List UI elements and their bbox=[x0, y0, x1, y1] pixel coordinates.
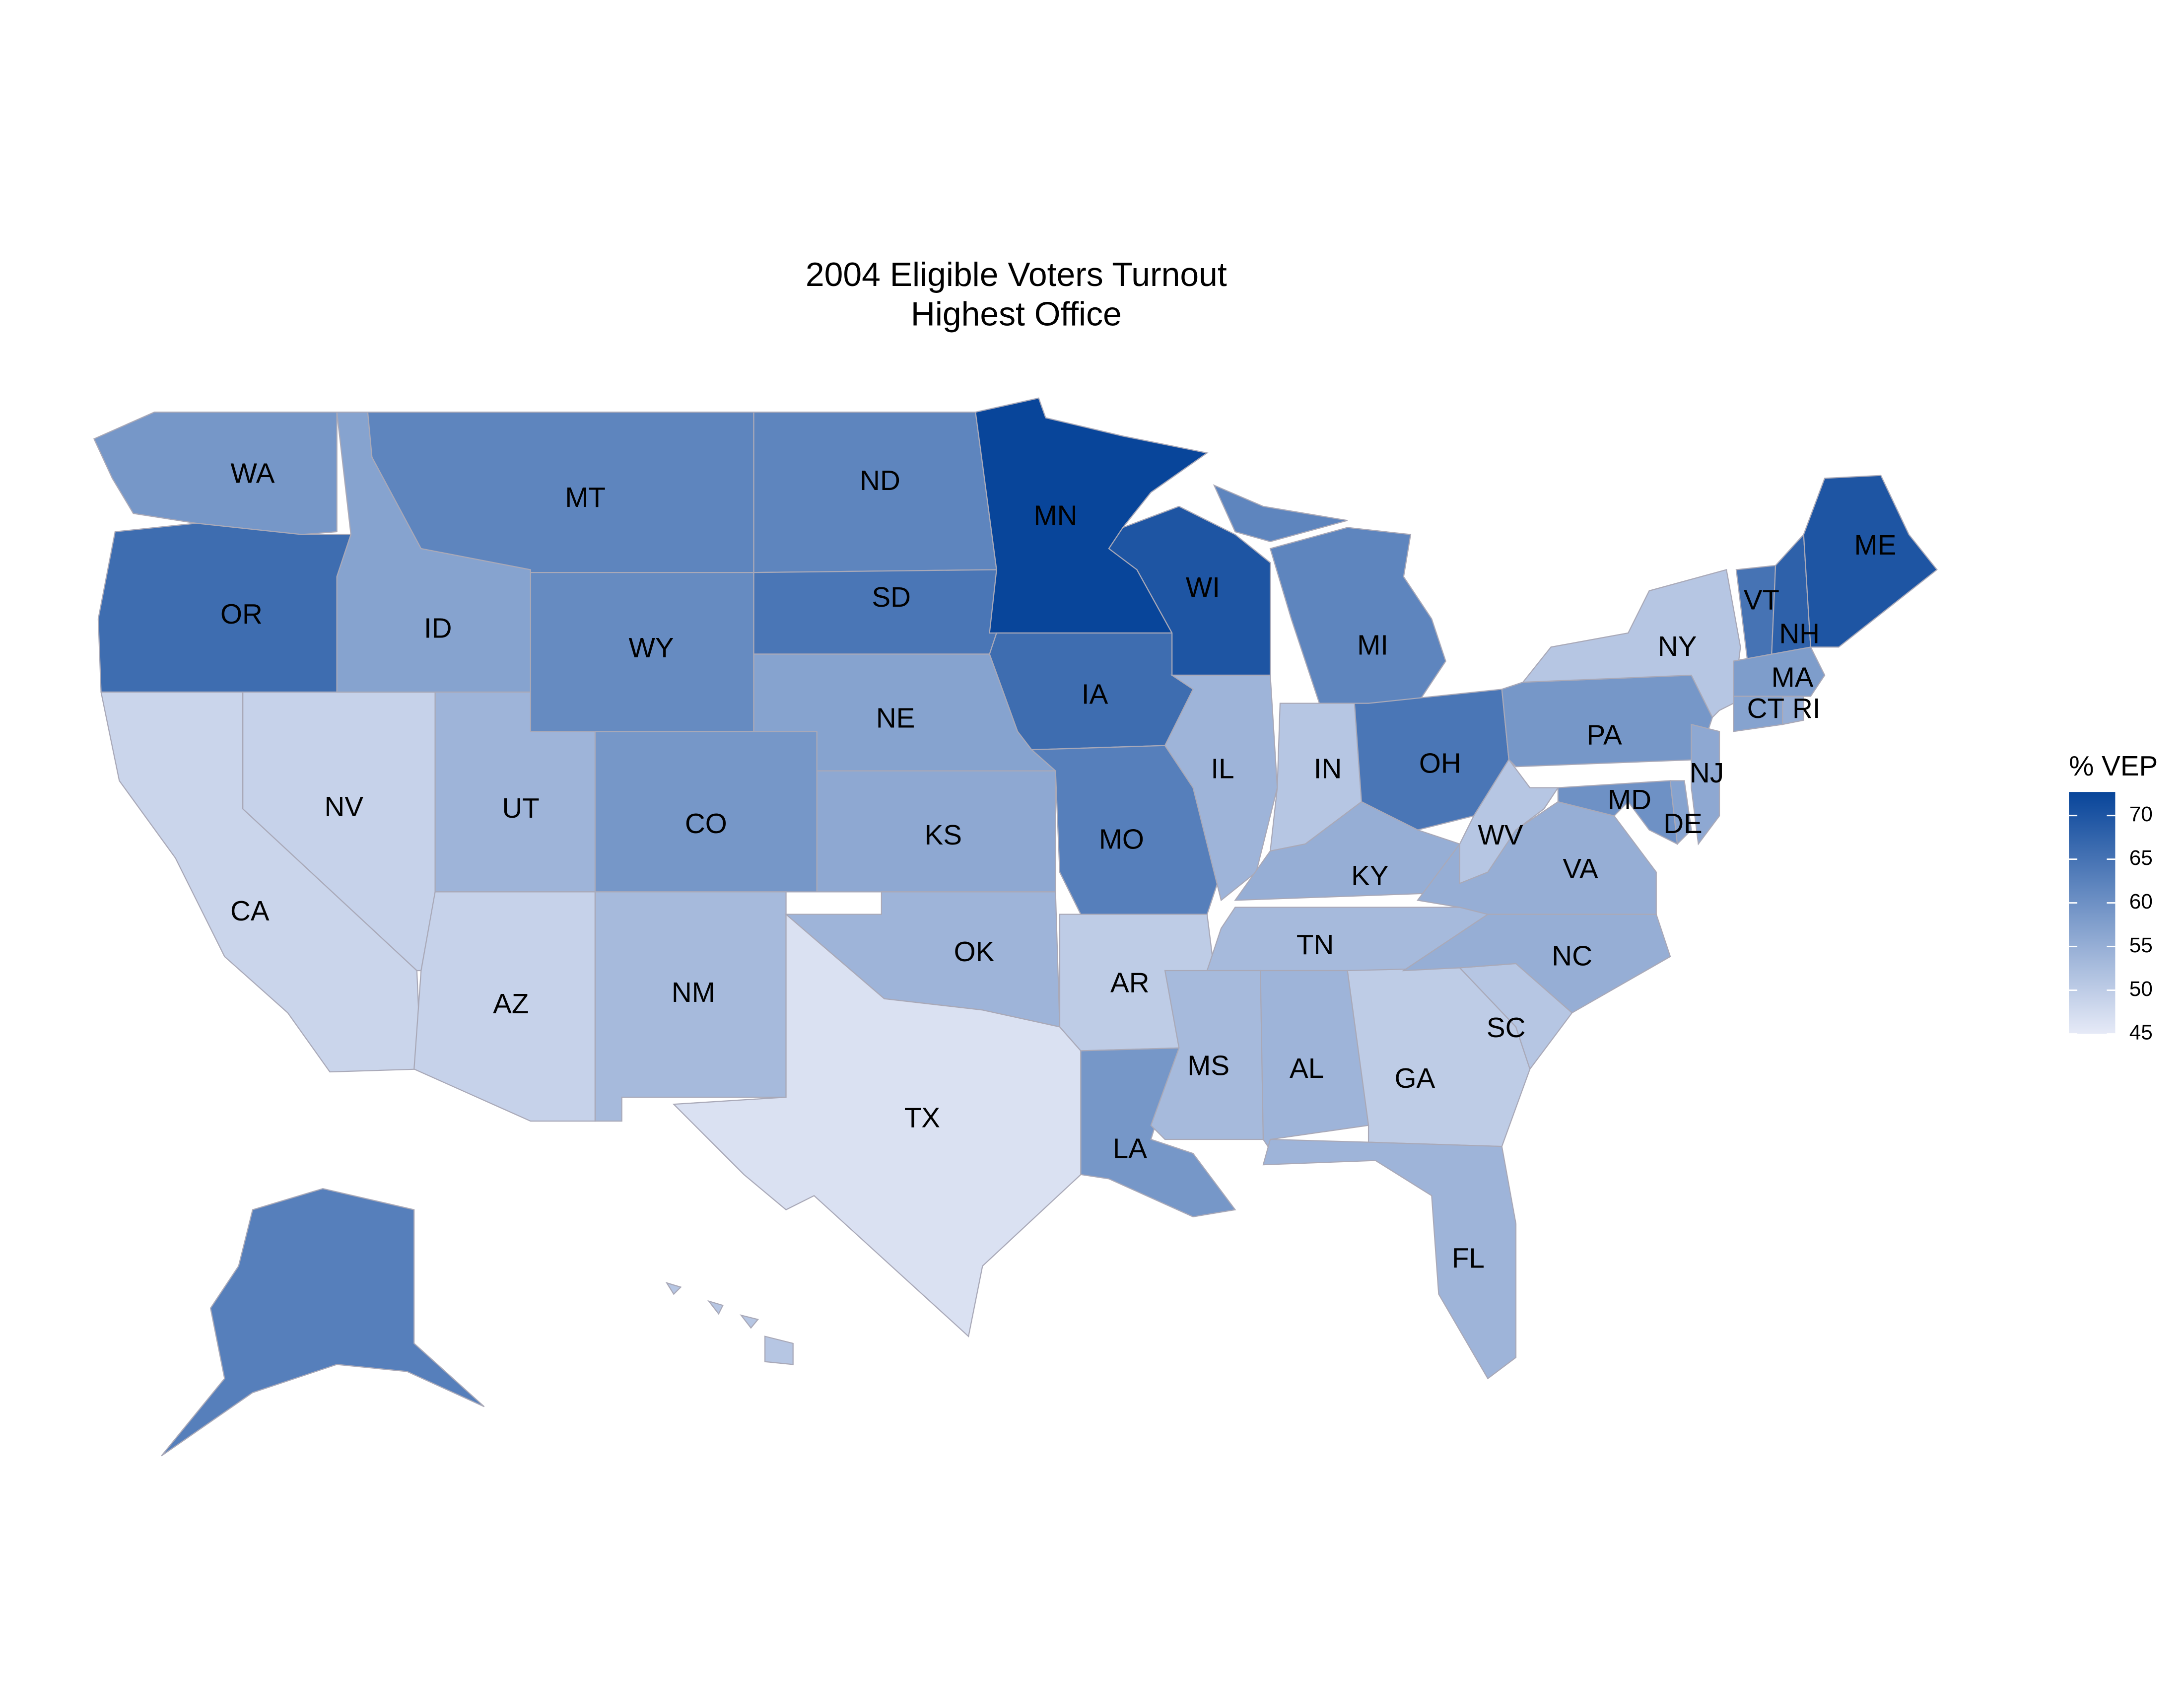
state-label: MI bbox=[1357, 629, 1388, 660]
map-title: 2004 Eligible Voters Turnout bbox=[806, 256, 1227, 293]
state-label: GA bbox=[1395, 1062, 1435, 1094]
state bbox=[1521, 569, 1741, 718]
state bbox=[1262, 1138, 1517, 1380]
state-label: NH bbox=[1779, 618, 1820, 649]
state-label: TN bbox=[1297, 929, 1334, 960]
state-label: VT bbox=[1744, 584, 1779, 616]
colorbar-tick-label: 60 bbox=[2129, 890, 2153, 913]
state bbox=[665, 1282, 794, 1365]
state-label: KS bbox=[925, 819, 962, 850]
legend-title: % VEP bbox=[2069, 750, 2158, 781]
state-label: PA bbox=[1587, 719, 1622, 751]
states bbox=[93, 397, 1938, 1457]
state-label: RI bbox=[1792, 693, 1821, 724]
state-label: UT bbox=[502, 792, 539, 824]
state-label: WA bbox=[230, 458, 274, 489]
state-label: IN bbox=[1314, 753, 1342, 784]
map-subtitle: Highest Office bbox=[911, 295, 1122, 333]
state-label: MT bbox=[565, 482, 606, 513]
state-label: KY bbox=[1351, 860, 1388, 891]
colorbar-tick-label: 50 bbox=[2129, 977, 2153, 1000]
state-label: TX bbox=[904, 1102, 940, 1133]
state-labels: WA OR CA NV ID MT WY UT AZ CO NM ND SD NE KS OK TX MN IA MO… bbox=[220, 458, 1896, 1274]
state-label: CO bbox=[685, 808, 727, 839]
state-label: NV bbox=[325, 791, 364, 822]
state-label: NE bbox=[876, 703, 915, 734]
state bbox=[1782, 696, 1804, 725]
state-label: CT bbox=[1747, 693, 1784, 724]
colorbar-tick-label: 65 bbox=[2129, 846, 2153, 869]
state-label: AZ bbox=[493, 988, 529, 1019]
state bbox=[161, 1188, 485, 1457]
state-label: OR bbox=[220, 598, 263, 630]
state bbox=[1459, 758, 1559, 885]
state-label: IL bbox=[1211, 753, 1234, 784]
state bbox=[1164, 674, 1278, 902]
colorbar bbox=[2069, 792, 2116, 1034]
state-label: NJ bbox=[1690, 757, 1724, 788]
state-label: MS bbox=[1187, 1050, 1229, 1081]
state-label: MO bbox=[1099, 823, 1144, 854]
state-label: CA bbox=[230, 895, 270, 926]
state-label: NC bbox=[1552, 940, 1592, 971]
colorbar-tick-label: 45 bbox=[2129, 1021, 2153, 1044]
state-label: MD bbox=[1608, 784, 1651, 815]
state bbox=[1669, 780, 1692, 845]
state bbox=[1234, 801, 1461, 901]
colorbar-tick-label: 55 bbox=[2129, 933, 2153, 957]
state-label: OK bbox=[954, 936, 995, 967]
state bbox=[1213, 484, 1446, 704]
state-label: ME bbox=[1854, 529, 1896, 561]
state-label: SC bbox=[1487, 1012, 1526, 1043]
state-label: ID bbox=[424, 612, 452, 643]
state-label: NY bbox=[1658, 631, 1697, 662]
state bbox=[93, 412, 338, 535]
state-label: IA bbox=[1082, 678, 1108, 709]
state-label: WI bbox=[1186, 571, 1220, 603]
state-label: WY bbox=[629, 632, 674, 663]
state-label: MA bbox=[1772, 661, 1814, 693]
state-label: DE bbox=[1663, 808, 1703, 839]
state-label: OH bbox=[1419, 747, 1461, 778]
state-label: LA bbox=[1113, 1133, 1147, 1164]
state-label: MN bbox=[1033, 500, 1077, 531]
state-label: ND bbox=[860, 465, 900, 496]
state-label: WV bbox=[1478, 819, 1523, 850]
state bbox=[1733, 646, 1826, 697]
state bbox=[594, 891, 787, 1122]
colorbar-tick-label: 70 bbox=[2129, 802, 2153, 826]
state bbox=[672, 913, 1082, 1337]
state bbox=[367, 412, 754, 573]
state-label: AR bbox=[1110, 967, 1150, 998]
state-label: NM bbox=[672, 977, 715, 1008]
state-label: VA bbox=[1563, 853, 1598, 884]
state bbox=[1803, 475, 1938, 648]
state-label: AL bbox=[1290, 1053, 1324, 1084]
state-label: FL bbox=[1452, 1243, 1485, 1274]
state bbox=[1691, 723, 1720, 845]
state-label: SD bbox=[872, 581, 911, 613]
